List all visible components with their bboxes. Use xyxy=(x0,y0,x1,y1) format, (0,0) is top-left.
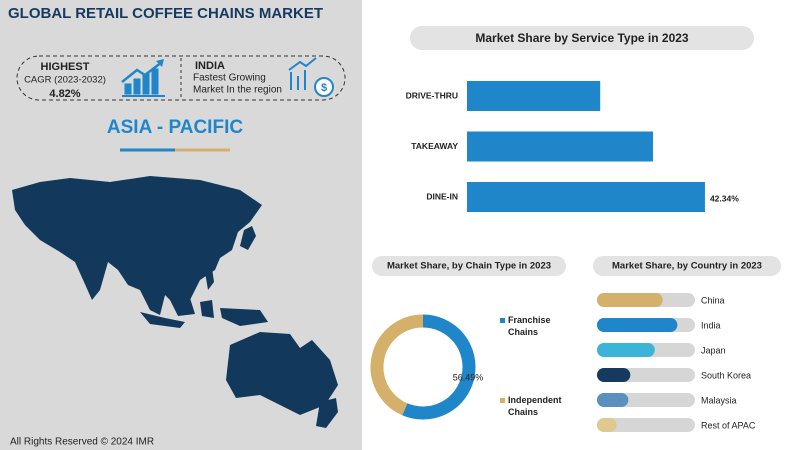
chart-title: Market Share, by Country in 2023 xyxy=(612,261,762,272)
category-label: South Korea xyxy=(701,370,751,380)
money-icon: $ xyxy=(288,57,334,97)
progress-bar xyxy=(597,368,631,382)
footer: All Rights Reserved © 2024 IMR xyxy=(10,437,154,448)
progress-bar xyxy=(597,318,678,332)
progress-bar xyxy=(597,393,629,407)
chart-title: Market Share by Service Type in 2023 xyxy=(475,31,689,45)
category-label: Malaysia xyxy=(701,395,737,405)
track xyxy=(597,418,695,432)
legend-label: Franchise Chains xyxy=(508,315,551,337)
title-pill xyxy=(593,256,781,276)
category-label: DRIVE-THRU xyxy=(406,90,458,100)
donut-slice xyxy=(402,314,476,420)
progress-bar xyxy=(597,343,655,357)
progress-bar xyxy=(597,293,663,307)
highlight-label: HIGHEST xyxy=(41,61,90,73)
svg-text:$: $ xyxy=(321,82,327,94)
category-label: DINE-IN xyxy=(426,191,458,201)
region-fact-label: INDIA xyxy=(195,60,225,72)
category-label: Rest of APAC xyxy=(701,420,756,430)
legend-swatch xyxy=(500,398,505,403)
bar xyxy=(467,131,654,162)
category-label: India xyxy=(701,320,721,330)
highlight-value: 4.82% xyxy=(49,88,80,100)
region-fact-text: Fastest Growing xyxy=(193,73,266,84)
highlight-box xyxy=(16,55,346,101)
chart-title: Market Share, by Chain Type in 2023 xyxy=(387,261,551,272)
value-label: 42.34% xyxy=(710,193,739,203)
legend-label: Independent Chains xyxy=(508,395,562,417)
title: GLOBAL RETAIL COFFEE CHAINS MARKET xyxy=(8,5,323,22)
donut-slice xyxy=(370,314,424,416)
growth-icon xyxy=(121,59,165,97)
category-label: TAKEAWAY xyxy=(411,141,458,151)
title-pill xyxy=(410,26,754,50)
value-label: 56.49% xyxy=(453,373,484,383)
highlight-sublabel: CAGR (2023-2032) xyxy=(24,75,106,86)
map xyxy=(12,176,338,428)
progress-bar xyxy=(597,418,617,432)
region: ASIA - PACIFIC xyxy=(107,117,243,138)
bar xyxy=(467,182,705,212)
title-pill xyxy=(372,256,566,276)
category-label: China xyxy=(701,295,725,305)
category-label: Japan xyxy=(701,345,726,355)
region-fact-text: Market In the region xyxy=(193,85,282,96)
bar xyxy=(467,81,601,111)
legend-swatch xyxy=(500,318,505,323)
